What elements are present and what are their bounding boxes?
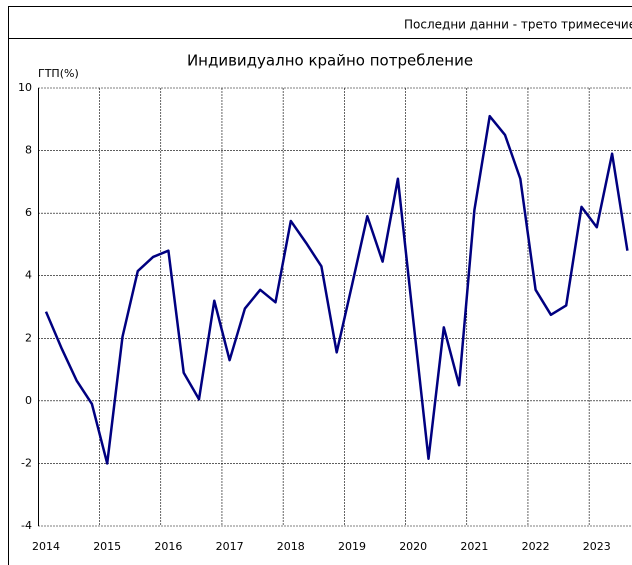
x-tick-label: 2021 xyxy=(460,540,488,553)
y-tick-label: 6 xyxy=(25,206,32,219)
series-line xyxy=(44,114,629,465)
x-tick-label: 2022 xyxy=(522,540,550,553)
frame xyxy=(8,6,632,565)
y-tick-label: 4 xyxy=(25,269,32,282)
y-tick-label: -4 xyxy=(21,519,32,532)
y-tick-label: 8 xyxy=(25,144,32,157)
note: Последни данни - трето тримесечие 2023 г… xyxy=(404,18,632,32)
chart-title: Индивидуално крайно потребление xyxy=(187,52,473,70)
y-axis-label: ГТП(%) xyxy=(38,67,79,80)
y-tick-label: 10 xyxy=(18,81,32,94)
y-tick-label: -2 xyxy=(21,456,32,469)
x-tick-label: 2017 xyxy=(216,540,244,553)
x-tick-label: 2023 xyxy=(583,540,611,553)
x-tick-label: 2014 xyxy=(32,540,60,553)
x-tick-label: 2016 xyxy=(154,540,182,553)
x-tick-label: 2015 xyxy=(93,540,121,553)
x-tick-label: 2018 xyxy=(277,540,305,553)
y-tick-label: 2 xyxy=(25,331,32,344)
y-tick-label: 0 xyxy=(25,394,32,407)
x-tick-label: 2020 xyxy=(399,540,427,553)
x-tick-label: 2019 xyxy=(338,540,366,553)
